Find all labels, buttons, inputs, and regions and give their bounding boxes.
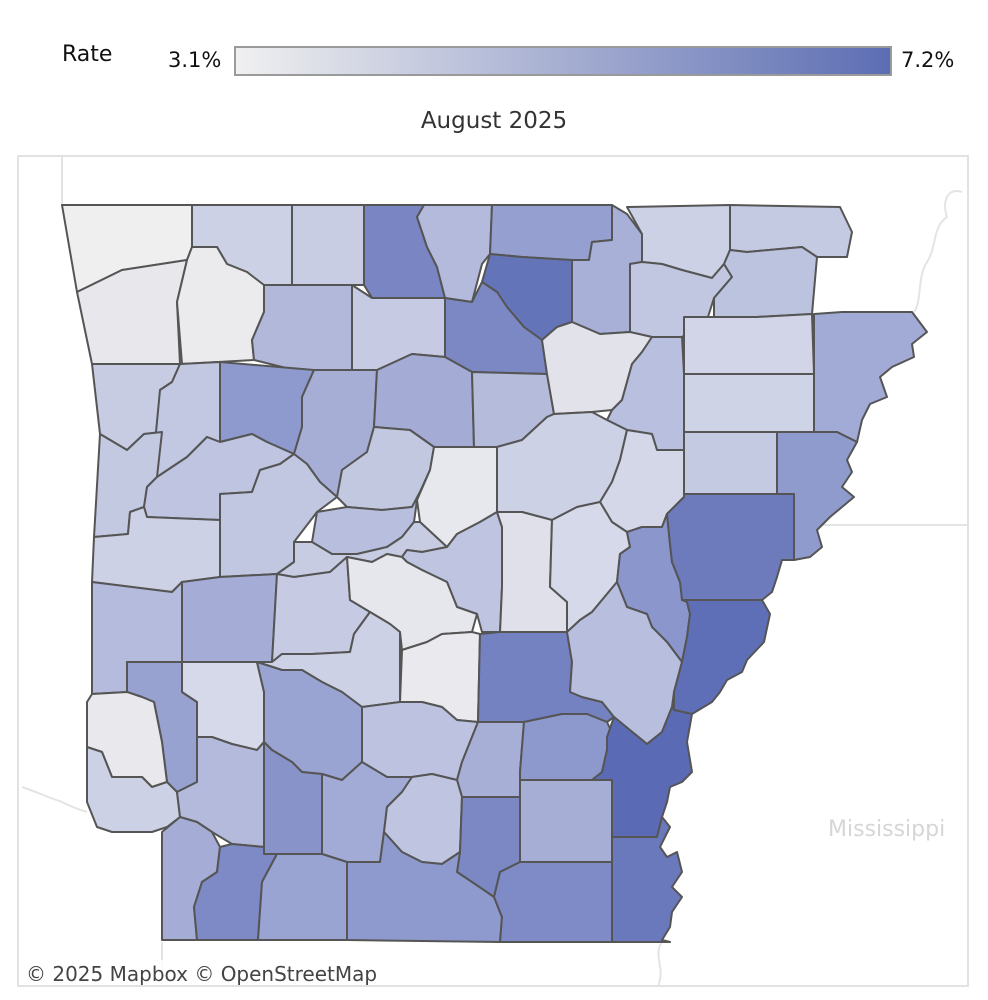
county-desha-north[interactable] [519, 713, 615, 781]
choropleth-map[interactable] [19, 157, 969, 987]
county-crittenden-north[interactable] [683, 431, 778, 495]
neighbor-state-label: Mississippi [828, 817, 946, 842]
map-title: August 2025 [420, 108, 568, 134]
legend-min-label: 3.1% [168, 48, 222, 72]
county-phillips[interactable] [673, 599, 771, 715]
legend-color-bar [234, 46, 892, 76]
county-montgomery[interactable] [181, 573, 278, 663]
county-ashley[interactable] [493, 861, 613, 943]
county-newton[interactable] [251, 284, 353, 371]
county-chicot[interactable] [611, 816, 683, 943]
county-mississippi[interactable] [813, 311, 928, 443]
legend-label: Rate [62, 42, 113, 67]
county-boone[interactable] [291, 204, 365, 286]
county-poinsett[interactable] [683, 373, 815, 433]
background-borders [21, 157, 967, 985]
county-chicot-north[interactable] [519, 779, 613, 863]
map-frame[interactable]: Mississippi © 2025 Mapbox © OpenStreetMa… [17, 155, 969, 987]
county-columbia[interactable] [257, 853, 348, 941]
map-attribution[interactable]: © 2025 Mapbox © OpenStreetMap [22, 960, 382, 985]
county-crittenden-south[interactable] [666, 493, 795, 601]
county-craighead[interactable] [683, 313, 815, 375]
legend-max-label: 7.2% [901, 48, 955, 72]
county-greene[interactable] [713, 246, 818, 318]
